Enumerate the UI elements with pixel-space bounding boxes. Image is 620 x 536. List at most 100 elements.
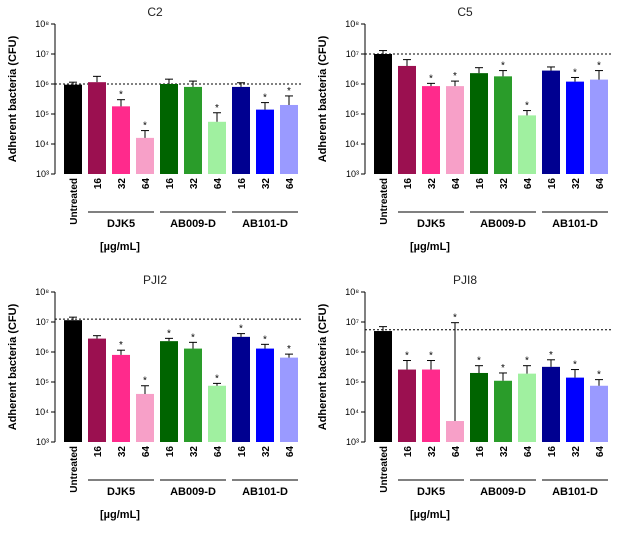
- y-tick-label: 10⁸: [345, 19, 359, 29]
- bar: [88, 338, 106, 442]
- category-label: 16: [475, 446, 486, 458]
- y-tick-label: 10³: [36, 169, 49, 179]
- y-tick-label: 10⁶: [35, 79, 49, 89]
- bar: [518, 115, 536, 174]
- bar: [136, 393, 154, 442]
- category-label: 32: [427, 446, 438, 458]
- significance-star: *: [287, 86, 291, 97]
- group-label: DJK5: [107, 218, 135, 230]
- category-label: Untreated: [69, 446, 80, 493]
- y-tick-label: 10⁴: [35, 407, 49, 417]
- bar: [374, 331, 392, 442]
- bar: [566, 81, 584, 174]
- y-axis-label: Adherent bacteria (CFU): [317, 303, 329, 430]
- y-tick-label: 10⁴: [345, 407, 359, 417]
- chart-pji2: PJI2 Adherent bacteria (CFU) 10³ 10⁴ 10⁵ 10⁶ 1…: [7, 273, 302, 521]
- category-label: 32: [117, 178, 128, 190]
- significance-star: *: [167, 328, 171, 339]
- chart-title: C2: [147, 5, 163, 19]
- significance-star: *: [597, 61, 601, 72]
- significance-star: *: [429, 351, 433, 362]
- category-label: 64: [595, 446, 606, 458]
- bar: [280, 357, 298, 442]
- bar: [422, 86, 440, 174]
- significance-star: *: [119, 90, 123, 101]
- panel-c2: C2 Adherent bacteria (CFU) 10³ 10⁴ 10⁵ 10⁶ 10⁷…: [0, 0, 310, 268]
- bar: [590, 79, 608, 174]
- bar: [374, 54, 392, 174]
- category-label: 16: [165, 446, 176, 458]
- chart-pji8: PJI8 Adherent bacteria (CFU) 10³ 10⁴ 10⁵ 10⁶ 1…: [317, 273, 612, 521]
- significance-star: *: [573, 360, 577, 371]
- bar: [184, 348, 202, 442]
- category-label: 64: [451, 446, 462, 458]
- category-label: 64: [213, 446, 224, 458]
- y-tick-label: 10⁵: [35, 377, 49, 387]
- bar: [208, 385, 226, 442]
- category-label: 32: [571, 178, 582, 190]
- group-label: AB009-D: [170, 486, 216, 498]
- bar: [160, 341, 178, 442]
- panel-c5: C5 Adherent bacteria (CFU) 10³ 10⁴ 10⁵ 10⁶ 10⁷…: [310, 0, 620, 268]
- category-label: 16: [237, 446, 248, 458]
- bar: [88, 82, 106, 174]
- y-tick-label: 10⁷: [346, 317, 359, 327]
- bar: [64, 320, 82, 442]
- significance-star: *: [263, 93, 267, 104]
- group-label: AB009-D: [480, 486, 526, 498]
- chart-title: PJI2: [143, 273, 167, 287]
- significance-star: *: [405, 351, 409, 362]
- category-label: 16: [403, 178, 414, 190]
- bar: [446, 86, 464, 174]
- bar: [446, 421, 464, 442]
- bar: [184, 86, 202, 174]
- bar: [542, 70, 560, 174]
- bar: [398, 369, 416, 442]
- bar: [518, 373, 536, 442]
- y-tick-label: 10⁴: [35, 139, 49, 149]
- significance-star: *: [501, 61, 505, 72]
- group-label: DJK5: [107, 486, 135, 498]
- bar: [232, 336, 250, 442]
- x-unit-label: [µg/mL]: [410, 509, 450, 521]
- category-label: 32: [261, 446, 272, 458]
- bar: [422, 369, 440, 442]
- y-tick-label: 10⁷: [36, 49, 49, 59]
- y-tick-label: 10⁵: [345, 109, 359, 119]
- bar: [160, 84, 178, 174]
- group-label: AB101-D: [552, 218, 598, 230]
- y-tick-label: 10⁷: [346, 49, 359, 59]
- significance-star: *: [143, 121, 147, 132]
- y-axis-label: Adherent bacteria (CFU): [7, 303, 19, 430]
- bar: [398, 65, 416, 174]
- category-label: 32: [261, 178, 272, 190]
- group-label: DJK5: [417, 486, 445, 498]
- chart-title: PJI8: [453, 273, 477, 287]
- bar: [470, 372, 488, 442]
- category-label: 16: [165, 178, 176, 190]
- y-tick-label: 10⁷: [36, 317, 49, 327]
- bar: [256, 348, 274, 442]
- significance-star: *: [119, 340, 123, 351]
- category-label: 64: [595, 178, 606, 190]
- chart-title: C5: [457, 5, 473, 19]
- bar: [208, 121, 226, 174]
- significance-star: *: [239, 324, 243, 335]
- bar: [280, 104, 298, 174]
- y-tick-label: 10⁴: [345, 139, 359, 149]
- y-tick-label: 10⁸: [35, 287, 49, 297]
- chart-c2: C2 Adherent bacteria (CFU) 10³ 10⁴ 10⁵ 10⁶ 10⁷…: [7, 5, 302, 253]
- y-tick-label: 10⁵: [35, 109, 49, 119]
- group-label: AB101-D: [552, 486, 598, 498]
- bar: [232, 86, 250, 174]
- category-label: 32: [499, 446, 510, 458]
- group-label: DJK5: [417, 218, 445, 230]
- significance-star: *: [215, 373, 219, 384]
- category-label: 32: [189, 178, 200, 190]
- significance-star: *: [215, 103, 219, 114]
- bar: [590, 385, 608, 442]
- category-label: 16: [475, 178, 486, 190]
- category-label: 16: [93, 446, 104, 458]
- category-label: 64: [285, 178, 296, 190]
- significance-star: *: [549, 350, 553, 361]
